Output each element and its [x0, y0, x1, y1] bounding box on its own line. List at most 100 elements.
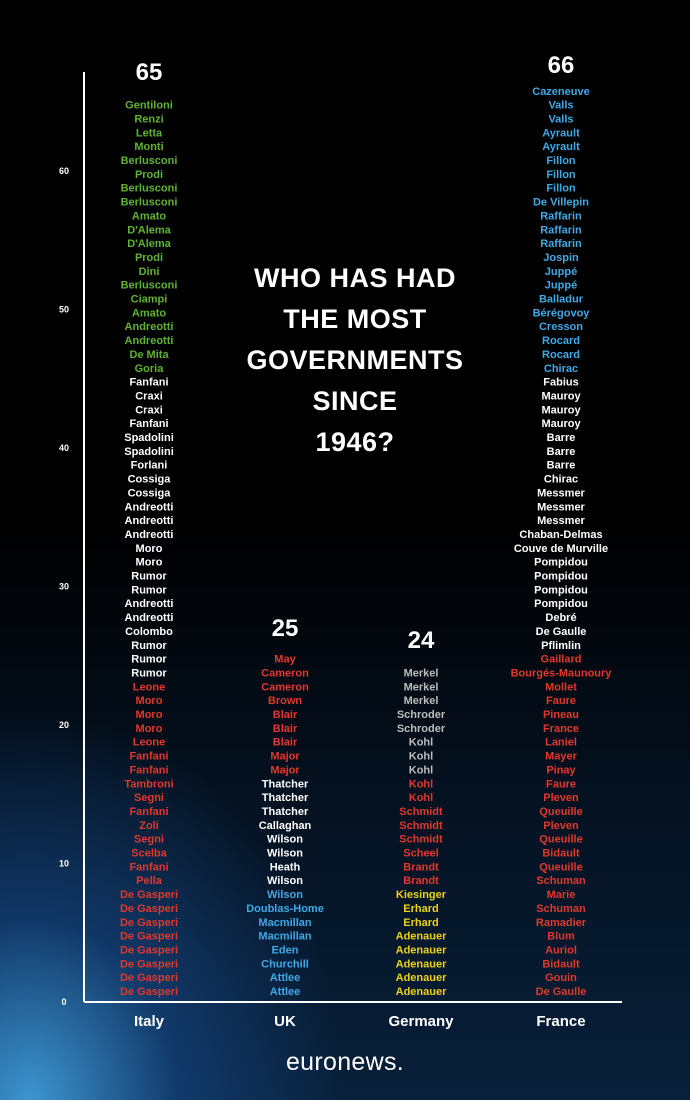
government-label: Goria	[135, 363, 165, 375]
government-label: Juppé	[545, 280, 577, 292]
government-label: Pinay	[546, 764, 576, 776]
government-label: Pompidou	[534, 584, 588, 596]
government-label: Mayer	[545, 751, 578, 763]
country-label: Germany	[388, 1013, 454, 1030]
government-label: Fabius	[543, 377, 578, 389]
government-label: Gentiloni	[125, 100, 173, 112]
government-label: Fanfani	[129, 377, 168, 389]
government-label: Moro	[136, 709, 163, 721]
government-label: Leone	[133, 737, 165, 749]
government-label: Schmidt	[399, 834, 443, 846]
government-label: Rumor	[131, 667, 167, 679]
government-label: Pineau	[543, 709, 579, 721]
government-label: Cazeneuve	[532, 86, 589, 98]
government-label: Brandt	[403, 861, 439, 873]
government-label: Attlee	[270, 972, 301, 984]
column-uk: AttleeAttleeChurchillEdenMacmillanMacmil…	[246, 615, 324, 1030]
government-label: Bérégovoy	[533, 307, 591, 319]
government-label: Cresson	[539, 321, 583, 333]
government-label: Erhard	[403, 917, 438, 929]
government-label: Gouin	[545, 972, 577, 984]
government-label: Bidault	[542, 848, 580, 860]
government-label: De Gasperi	[120, 958, 178, 970]
government-label: De Gasperi	[120, 889, 178, 901]
y-tick-label: 40	[59, 443, 69, 453]
government-label: May	[274, 654, 296, 666]
government-label: Blum	[547, 931, 575, 943]
government-label: Brown	[268, 695, 303, 707]
government-label: Adenauer	[396, 986, 447, 998]
government-label: Scelba	[131, 848, 167, 860]
government-label: Fillon	[546, 155, 576, 167]
government-label: Ayrault	[542, 127, 580, 139]
government-label: Debré	[545, 612, 576, 624]
government-label: Fillon	[546, 183, 576, 195]
government-label: Chirac	[544, 474, 578, 486]
y-tick-group: 0 10 20 30 40 50 60	[59, 166, 69, 1007]
government-label: Rumor	[131, 571, 167, 583]
government-label: Churchill	[261, 958, 309, 970]
government-label: D'Alema	[127, 238, 171, 250]
government-label: De Gaulle	[536, 986, 587, 998]
government-label: Spadolini	[124, 432, 174, 444]
government-label: Adenauer	[396, 931, 447, 943]
government-label: Rocard	[542, 335, 580, 347]
government-label: Wilson	[267, 834, 303, 846]
government-label: Gaillard	[541, 654, 582, 666]
government-label: Wilson	[267, 875, 303, 887]
government-label: Schuman	[536, 875, 586, 887]
government-label: Berlusconi	[121, 183, 178, 195]
government-label: Pleven	[543, 792, 579, 804]
government-label: Renzi	[134, 113, 163, 125]
government-label: Blair	[273, 737, 298, 749]
government-label: Raffarin	[540, 224, 582, 236]
government-label: Callaghan	[259, 820, 312, 832]
government-label: Schuman	[536, 903, 586, 915]
government-label: Pompidou	[534, 571, 588, 583]
government-label: Bidault	[542, 958, 580, 970]
government-label: Ciampi	[131, 294, 168, 306]
euronews-logo: euronews.	[285, 1048, 405, 1076]
government-label: Attlee	[270, 986, 301, 998]
government-label: Merkel	[404, 667, 439, 679]
government-label: Fanfani	[129, 751, 168, 763]
government-label: Raffarin	[540, 210, 582, 222]
government-label: Schmidt	[399, 820, 443, 832]
government-label: France	[543, 723, 579, 735]
government-label: Prodi	[135, 169, 163, 181]
government-label: Barre	[547, 432, 576, 444]
government-label: Adenauer	[396, 958, 447, 970]
government-label: Barre	[547, 460, 576, 472]
government-label: Forlani	[131, 460, 168, 472]
government-label: Brandt	[403, 875, 439, 887]
government-label: Queuille	[539, 806, 582, 818]
government-label: Mauroy	[541, 390, 581, 402]
government-label: Schmidt	[399, 806, 443, 818]
government-label: Spadolini	[124, 446, 174, 458]
government-label: Major	[270, 764, 300, 776]
government-label: Eden	[272, 944, 299, 956]
government-label: Chaban-Delmas	[519, 529, 602, 541]
government-label: Doublas-Home	[246, 903, 324, 915]
y-tick-label: 60	[59, 166, 69, 176]
y-tick-label: 30	[59, 582, 69, 592]
y-tick-label: 0	[61, 997, 66, 1007]
government-label: Heath	[270, 861, 301, 873]
government-label: Prodi	[135, 252, 163, 264]
government-label: Pflimlin	[541, 640, 581, 652]
government-label: Pompidou	[534, 598, 588, 610]
government-label: Balladur	[539, 294, 584, 306]
government-label: Fanfani	[129, 764, 168, 776]
government-label: Rumor	[131, 584, 167, 596]
total-count: 66	[548, 52, 575, 79]
government-label: Kohl	[409, 792, 433, 804]
government-label: Barre	[547, 446, 576, 458]
government-label: Leone	[133, 681, 165, 693]
government-label: Zoli	[139, 820, 159, 832]
government-label: Juppé	[545, 266, 577, 278]
government-label: Andreotti	[125, 515, 174, 527]
government-label: Fanfani	[129, 806, 168, 818]
